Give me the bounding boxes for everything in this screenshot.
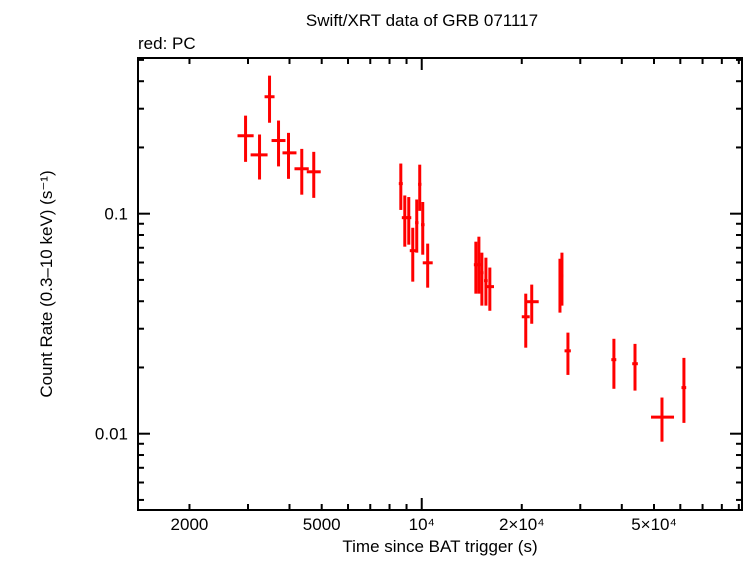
x-tick-labels: 2000 5000 10⁴ 2×10⁴ 5×10⁴ — [171, 515, 677, 534]
data-point — [250, 134, 268, 180]
x-tick-label: 10⁴ — [409, 515, 435, 534]
data-point — [564, 332, 571, 375]
y-tick-labels: 0.1 0.01 — [95, 205, 128, 444]
data-point — [421, 202, 425, 255]
plot-frame — [137, 57, 743, 511]
data-point — [485, 267, 495, 311]
data-point — [264, 75, 275, 123]
data-point — [271, 120, 286, 167]
data-point — [611, 338, 617, 389]
data-point — [521, 293, 530, 348]
data-point — [406, 197, 412, 245]
data-point — [237, 115, 254, 162]
data-point — [294, 148, 309, 195]
data-point — [651, 397, 675, 442]
data-point — [398, 163, 403, 210]
data-point — [306, 151, 321, 198]
data-point — [632, 343, 638, 391]
x-tick-label: 5×10⁴ — [631, 515, 677, 534]
x-tick-label: 5000 — [303, 515, 341, 534]
data-point — [480, 252, 484, 306]
y-axis-label: Count Rate (0.3–10 keV) (s⁻¹) — [37, 170, 56, 397]
axis-ticks — [138, 58, 742, 510]
chart-subtitle: red: PC — [138, 34, 196, 53]
data-point — [681, 357, 687, 423]
data-point — [422, 243, 433, 288]
data-point — [473, 241, 478, 294]
data-point — [526, 284, 539, 324]
chart-title: Swift/XRT data of GRB 071117 — [306, 11, 538, 30]
data-point — [477, 236, 481, 294]
x-axis-label: Time since BAT trigger (s) — [342, 537, 537, 556]
data-point — [560, 252, 564, 306]
data-point — [415, 199, 419, 253]
x-tick-label: 2000 — [171, 515, 209, 534]
data-point — [484, 257, 488, 306]
data-point — [418, 164, 422, 211]
x-tick-label: 2×10⁴ — [499, 515, 545, 534]
data-point — [282, 132, 297, 179]
y-tick-label: 0.1 — [104, 205, 128, 224]
y-tick-label: 0.01 — [95, 425, 128, 444]
data-points — [237, 75, 687, 442]
